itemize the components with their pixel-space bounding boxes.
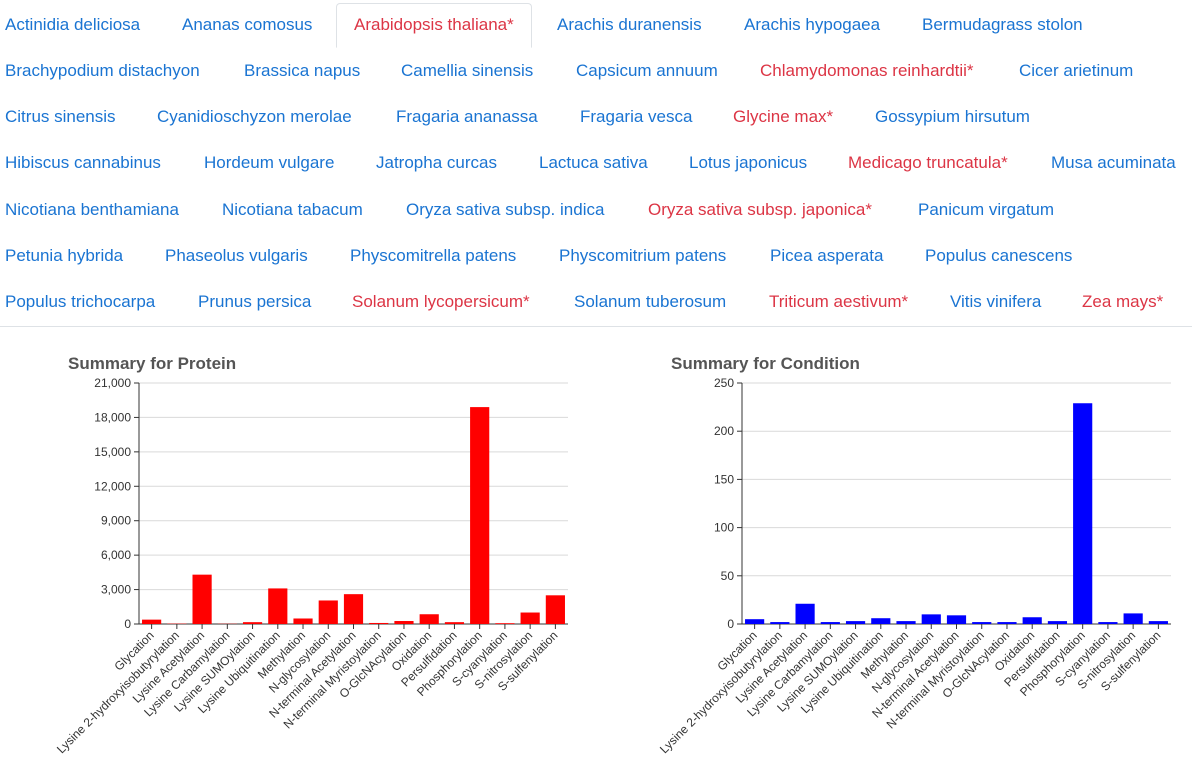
tab-glycine-max[interactable]: Glycine max* xyxy=(733,95,833,133)
tab-jatropha-curcas[interactable]: Jatropha curcas xyxy=(376,141,497,179)
tab-cicer-arietinum[interactable]: Cicer arietinum xyxy=(1019,49,1133,87)
condition-bar-lysine-carbamylation[interactable] xyxy=(821,622,840,624)
protein-y-tick-label: 9,000 xyxy=(101,514,131,528)
condition-y-tick-label: 150 xyxy=(714,472,734,486)
protein-bar-oxidation[interactable] xyxy=(420,614,439,624)
protein-bar-s-cyanylation[interactable] xyxy=(495,623,514,624)
condition-bar-s-sulfenylation[interactable] xyxy=(1149,621,1168,624)
condition-y-tick-label: 200 xyxy=(714,424,734,438)
tab-physcomitrella-patens[interactable]: Physcomitrella patens xyxy=(350,234,516,272)
condition-bar-methylation[interactable] xyxy=(896,621,915,624)
tab-musa-acuminata[interactable]: Musa acuminata xyxy=(1051,141,1176,179)
condition-chart-title: Summary for Condition xyxy=(671,354,860,373)
tab-arachis-hypogaea[interactable]: Arachis hypogaea xyxy=(744,3,880,41)
protein-bar-s-sulfenylation[interactable] xyxy=(546,595,565,624)
tab-cyanidioschyzon-merolae[interactable]: Cyanidioschyzon merolae xyxy=(157,95,352,133)
tab-arachis-duranensis[interactable]: Arachis duranensis xyxy=(557,3,702,41)
condition-bar-phosphorylation[interactable] xyxy=(1073,403,1092,624)
condition-bar-n-glycosylation[interactable] xyxy=(922,614,941,624)
tab-brassica-napus[interactable]: Brassica napus xyxy=(244,49,360,87)
protein-y-tick-label: 3,000 xyxy=(101,583,131,597)
tab-populus-trichocarpa[interactable]: Populus trichocarpa xyxy=(5,280,155,318)
tab-hibiscus-cannabinus[interactable]: Hibiscus cannabinus xyxy=(5,141,161,179)
tab-zea-mays[interactable]: Zea mays* xyxy=(1082,280,1163,318)
tab-prunus-persica[interactable]: Prunus persica xyxy=(198,280,311,318)
condition-bar-o-glcnacylation[interactable] xyxy=(997,622,1016,624)
condition-bar-n-terminal-acetylation[interactable] xyxy=(947,615,966,624)
protein-bar-lysine-acetylation[interactable] xyxy=(192,575,211,624)
protein-bar-persulfidation[interactable] xyxy=(445,622,464,624)
tab-bermudagrass-stolon[interactable]: Bermudagrass stolon xyxy=(922,3,1083,41)
tab-vitis-vinifera[interactable]: Vitis vinifera xyxy=(950,280,1041,318)
condition-y-tick-label: 0 xyxy=(727,617,734,631)
condition-bar-persulfidation[interactable] xyxy=(1048,621,1067,624)
protein-y-tick-label: 0 xyxy=(124,617,131,631)
protein-bar-glycation[interactable] xyxy=(142,620,161,624)
condition-bar-lysine-2-hydroxyisobutyrylation[interactable] xyxy=(770,622,789,624)
condition-bar-lysine-ubiquitination[interactable] xyxy=(871,618,890,624)
tab-lotus-japonicus[interactable]: Lotus japonicus xyxy=(689,141,807,179)
protein-bar-n-terminal-myristoylation[interactable] xyxy=(369,623,388,624)
protein-bar-lysine-sumoylation[interactable] xyxy=(243,622,262,624)
tab-oryza-sativa-subsp-japonica[interactable]: Oryza sativa subsp. japonica* xyxy=(648,188,872,226)
condition-bar-lysine-acetylation[interactable] xyxy=(795,604,814,624)
condition-bar-s-cyanylation[interactable] xyxy=(1098,622,1117,624)
tab-hordeum-vulgare[interactable]: Hordeum vulgare xyxy=(204,141,334,179)
protein-bar-methylation[interactable] xyxy=(293,618,312,624)
tab-lactuca-sativa[interactable]: Lactuca sativa xyxy=(539,141,648,179)
tab-picea-asperata[interactable]: Picea asperata xyxy=(770,234,883,272)
protein-y-tick-label: 21,000 xyxy=(94,376,131,390)
tab-nicotiana-benthamiana[interactable]: Nicotiana benthamiana xyxy=(5,188,179,226)
tab-solanum-lycopersicum[interactable]: Solanum lycopersicum* xyxy=(352,280,530,318)
condition-bar-oxidation[interactable] xyxy=(1023,617,1042,624)
condition-bar-n-terminal-myristoylation[interactable] xyxy=(972,622,991,624)
condition-y-tick-label: 250 xyxy=(714,376,734,390)
tab-populus-canescens[interactable]: Populus canescens xyxy=(925,234,1072,272)
protein-y-tick-label: 12,000 xyxy=(94,479,131,493)
protein-summary-chart: Summary for Protein 0 3,000 6,000 9,000 12,00… xyxy=(0,340,596,776)
protein-chart-svg: Summary for Protein 0 3,000 6,000 9,000 12,00… xyxy=(0,340,596,776)
tab-gossypium-hirsutum[interactable]: Gossypium hirsutum xyxy=(875,95,1030,133)
tab-camellia-sinensis[interactable]: Camellia sinensis xyxy=(401,49,533,87)
protein-bar-phosphorylation[interactable] xyxy=(470,407,489,624)
tab-oryza-sativa-subsp-indica[interactable]: Oryza sativa subsp. indica xyxy=(406,188,604,226)
tab-physcomitrium-patens[interactable]: Physcomitrium patens xyxy=(559,234,726,272)
condition-chart-svg: Summary for Condition050100150200250Glyc… xyxy=(596,340,1192,776)
condition-bar-s-nitrosylation[interactable] xyxy=(1124,613,1143,624)
protein-bar-o-glcnacylation[interactable] xyxy=(394,621,413,624)
species-tabs: Actinidia deliciosa Ananas comosus Arabido… xyxy=(0,0,1192,327)
protein-bar-lysine-ubiquitination[interactable] xyxy=(268,588,287,624)
protein-bar-s-nitrosylation[interactable] xyxy=(521,613,540,624)
protein-y-tick-label: 18,000 xyxy=(94,410,131,424)
protein-chart-title: Summary for Protein xyxy=(68,354,236,373)
condition-bar-lysine-sumoylation[interactable] xyxy=(846,621,865,624)
tab-petunia-hybrida[interactable]: Petunia hybrida xyxy=(5,234,123,272)
condition-y-tick-label: 100 xyxy=(714,521,734,535)
tab-solanum-tuberosum[interactable]: Solanum tuberosum xyxy=(574,280,726,318)
tab-ananas-comosus[interactable]: Ananas comosus xyxy=(182,3,312,41)
tab-triticum-aestivum[interactable]: Triticum aestivum* xyxy=(769,280,908,318)
condition-y-tick-label: 50 xyxy=(721,569,735,583)
tab-fragaria-vesca[interactable]: Fragaria vesca xyxy=(580,95,692,133)
tab-phaseolus-vulgaris[interactable]: Phaseolus vulgaris xyxy=(165,234,308,272)
tab-citrus-sinensis[interactable]: Citrus sinensis xyxy=(5,95,116,133)
protein-y-tick-label: 6,000 xyxy=(101,548,131,562)
tab-fragaria-ananassa[interactable]: Fragaria ananassa xyxy=(396,95,538,133)
tab-panicum-virgatum[interactable]: Panicum virgatum xyxy=(918,188,1054,226)
protein-y-tick-label: 15,000 xyxy=(94,445,131,459)
tab-nicotiana-tabacum[interactable]: Nicotiana tabacum xyxy=(222,188,363,226)
tab-brachypodium-distachyon[interactable]: Brachypodium distachyon xyxy=(5,49,200,87)
tab-chlamydomonas-reinhardtii[interactable]: Chlamydomonas reinhardtii* xyxy=(760,49,974,87)
condition-bar-glycation[interactable] xyxy=(745,619,764,624)
tab-arabidopsis-thaliana[interactable]: Arabidopsis thaliana* xyxy=(336,3,532,48)
protein-bar-n-terminal-acetylation[interactable] xyxy=(344,594,363,624)
tab-capsicum-annuum[interactable]: Capsicum annuum xyxy=(576,49,718,87)
tab-actinidia-deliciosa[interactable]: Actinidia deliciosa xyxy=(5,3,140,41)
protein-bar-n-glycosylation[interactable] xyxy=(319,600,338,624)
tab-medicago-truncatula[interactable]: Medicago truncatula* xyxy=(848,141,1008,179)
